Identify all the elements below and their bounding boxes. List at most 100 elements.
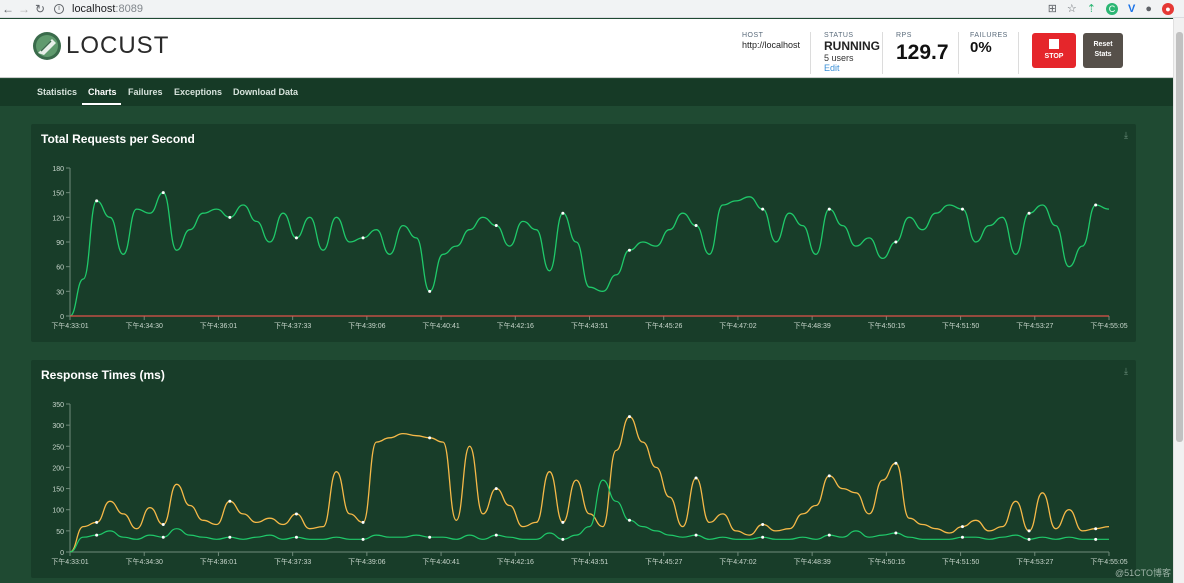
- status-box: STATUS RUNNING 5 users Edit: [824, 32, 880, 73]
- x-tick-label: 下午4:51:50: [942, 557, 979, 566]
- tab-exceptions[interactable]: Exceptions: [174, 87, 223, 97]
- data-point: [1027, 211, 1031, 215]
- data-point: [894, 240, 898, 244]
- scrollbar[interactable]: [1173, 18, 1184, 583]
- data-point: [694, 533, 698, 537]
- tab-failures[interactable]: Failures: [128, 87, 163, 97]
- data-point: [228, 535, 232, 539]
- data-point: [161, 535, 165, 539]
- address-bar[interactable]: i localhost:8089: [54, 3, 143, 15]
- data-point: [228, 499, 232, 503]
- reload-icon[interactable]: ↻: [34, 1, 46, 16]
- data-point: [827, 474, 831, 478]
- divider: [810, 32, 811, 74]
- y-tick-label: 30: [56, 289, 64, 296]
- y-tick-label: 60: [56, 265, 64, 272]
- data-point: [627, 415, 631, 419]
- x-tick-label: 下午4:51:50: [942, 321, 979, 330]
- reset-label: Reset: [1093, 41, 1113, 48]
- data-point: [361, 236, 365, 240]
- y-tick-label: 150: [52, 487, 64, 494]
- tab-statistics[interactable]: Statistics: [37, 87, 78, 97]
- x-tick-label: 下午4:47:02: [719, 557, 756, 566]
- x-tick-label: 下午4:42:16: [497, 557, 534, 566]
- bookmark-star-icon[interactable]: ☆: [1066, 3, 1077, 15]
- data-point: [627, 518, 631, 522]
- data-point: [960, 525, 964, 529]
- user-count: 5 users: [824, 53, 854, 63]
- rps-label: RPS: [896, 32, 912, 39]
- data-point: [494, 224, 498, 228]
- locust-logo-icon: [33, 32, 61, 60]
- data-point: [361, 520, 365, 524]
- translate-icon[interactable]: ⊞: [1047, 3, 1057, 15]
- x-tick-label: 下午4:45:27: [645, 557, 682, 566]
- divider: [1018, 32, 1019, 74]
- x-tick-label: 下午4:45:26: [645, 321, 682, 330]
- data-point: [561, 520, 565, 524]
- data-point: [894, 461, 898, 465]
- data-point: [428, 289, 432, 293]
- data-point: [960, 207, 964, 211]
- active-tab-indicator: [82, 103, 121, 105]
- data-point: [294, 512, 298, 516]
- x-tick-label: 下午4:39:06: [348, 321, 385, 330]
- failures-label: FAILURES: [970, 32, 1008, 39]
- x-tick-label: 下午4:37:33: [274, 557, 311, 566]
- download-icon[interactable]: ⤓: [1124, 366, 1128, 376]
- x-tick-label: 下午4:53:27: [1016, 321, 1053, 330]
- rps-box: RPS 129.7: [896, 32, 949, 65]
- tab-bar: Statistics Charts Failures Exceptions Do…: [0, 79, 1173, 106]
- x-tick-label: 下午4:50:15: [868, 321, 905, 330]
- data-point: [627, 248, 631, 252]
- chart-title: Total Requests per Second: [41, 132, 195, 146]
- rps-chart-panel: Total Requests per Second ⤓ 0 30 60 90 120 15…: [31, 124, 1136, 342]
- profile-icon[interactable]: ●: [1145, 2, 1152, 15]
- site-info-icon[interactable]: i: [54, 3, 64, 14]
- x-tick-label: 下午4:53:27: [1016, 557, 1053, 566]
- scrollbar-thumb[interactable]: [1176, 32, 1183, 442]
- rps-value: 129.7: [896, 41, 949, 64]
- failures-box: FAILURES 0%: [970, 32, 1008, 56]
- extension-v-icon[interactable]: V: [1128, 2, 1136, 15]
- data-point: [161, 523, 165, 527]
- extension-arrow-icon[interactable]: ⇡: [1086, 3, 1096, 15]
- series-line-1: [69, 479, 1109, 553]
- reset-stats-button[interactable]: Reset Stats: [1083, 33, 1123, 68]
- back-icon[interactable]: ←: [2, 1, 14, 16]
- data-point: [1027, 529, 1031, 533]
- download-icon[interactable]: ⤓: [1124, 130, 1128, 140]
- stop-button[interactable]: STOP: [1032, 33, 1076, 68]
- y-tick-label: 350: [52, 402, 64, 409]
- data-point: [494, 487, 498, 491]
- edit-users-link[interactable]: Edit: [824, 63, 840, 73]
- tab-charts[interactable]: Charts: [88, 87, 117, 97]
- extension-red-icon[interactable]: ●: [1162, 2, 1174, 15]
- extension-c-icon[interactable]: C: [1106, 2, 1118, 15]
- data-point: [1094, 537, 1098, 541]
- x-tick-label: 下午4:43:51: [571, 557, 608, 566]
- data-point: [494, 533, 498, 537]
- rps-chart: 0 30 60 90 120 150 180 下午4:33:01 下午4:34:30 下午4:36…: [51, 166, 1127, 330]
- data-point: [428, 436, 432, 440]
- app-header: LOCUST HOST http://localhost STATUS RUNN…: [0, 19, 1173, 78]
- x-tick-label: 下午4:36:01: [200, 321, 237, 330]
- forward-icon[interactable]: →: [18, 1, 30, 16]
- x-tick-label: 下午4:43:51: [571, 321, 608, 330]
- locust-logo: LOCUST: [32, 31, 169, 61]
- x-tick-label: 下午4:48:39: [793, 321, 830, 330]
- data-point: [1027, 537, 1031, 541]
- tab-download-data[interactable]: Download Data: [233, 87, 299, 97]
- data-point: [95, 199, 99, 203]
- data-point: [95, 533, 99, 537]
- data-point: [960, 535, 964, 539]
- data-point: [361, 537, 365, 541]
- data-point: [694, 224, 698, 228]
- url-host: localhost: [72, 2, 116, 15]
- x-tick-label: 下午4:55:05: [1090, 557, 1127, 566]
- y-tick-label: 250: [52, 444, 64, 451]
- data-point: [161, 191, 165, 195]
- x-tick-label: 下午4:33:01: [51, 557, 88, 566]
- y-tick-label: 180: [52, 166, 64, 173]
- x-tick-label: 下午4:42:16: [497, 321, 534, 330]
